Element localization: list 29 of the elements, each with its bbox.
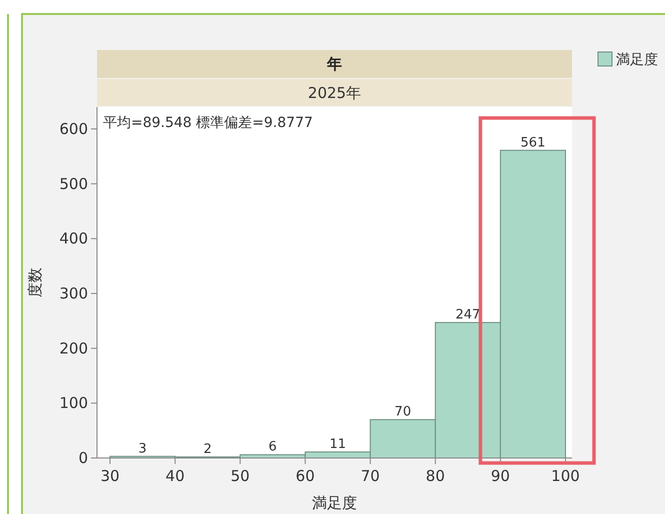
data-label: 6	[268, 440, 277, 455]
legend: 満足度	[598, 52, 658, 68]
data-label: 70	[394, 404, 412, 420]
data-label: 561	[520, 135, 546, 150]
x-tick-label: 90	[490, 467, 510, 485]
legend-label: 満足度	[616, 52, 658, 68]
x-tick-label: 30	[100, 467, 120, 485]
y-axis-title: 度数	[26, 268, 44, 298]
data-label: 11	[329, 436, 346, 452]
data-label: 2	[203, 442, 212, 457]
y-tick-label: 500	[59, 174, 88, 193]
chart-subtitle: 2025年	[308, 84, 362, 102]
x-tick-label: 70	[360, 467, 380, 485]
x-tick-label: 50	[230, 467, 250, 485]
y-tick-label: 600	[59, 120, 88, 138]
y-tick-label: 300	[59, 284, 88, 302]
y-tick-label: 200	[59, 339, 88, 358]
x-tick-label: 60	[296, 467, 315, 485]
y-tick-label: 0	[78, 449, 88, 467]
y-tick-label: 400	[59, 230, 88, 248]
x-tick-label: 80	[426, 467, 445, 485]
annotation: 平均=89.548 標準偏差=9.8777	[103, 115, 313, 131]
data-label: 247	[455, 308, 480, 323]
chart-title: 年	[326, 55, 342, 73]
x-tick-label: 40	[166, 467, 185, 485]
y-tick-label: 100	[59, 394, 88, 412]
x-tick-label: 100	[551, 467, 580, 485]
x-axis-title: 満足度	[312, 494, 357, 512]
data-label: 3	[138, 441, 147, 456]
